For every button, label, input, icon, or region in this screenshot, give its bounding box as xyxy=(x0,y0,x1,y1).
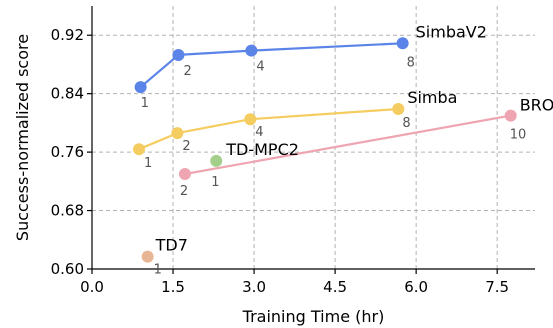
y-tick-label: 0.76 xyxy=(51,143,84,161)
data-point xyxy=(245,44,258,57)
point-label: 10 xyxy=(510,128,527,143)
data-point xyxy=(210,154,223,167)
x-tick-label: 6.0 xyxy=(404,278,428,296)
data-point xyxy=(504,109,517,122)
axes-layer: 0.0 1.5 3.0 4.5 6.0 7.5 0.60 0.68 0.76 0.84 0.92 xyxy=(51,6,535,296)
series-name-label: SimbaV2 xyxy=(416,22,487,41)
point-label: 1 xyxy=(141,96,149,111)
data-point xyxy=(172,48,185,61)
x-tick-label: 7.5 xyxy=(485,278,509,296)
data-point xyxy=(133,143,146,156)
point-label: 8 xyxy=(402,116,410,131)
point-label: 8 xyxy=(407,55,415,70)
series-td7: 1 TD7 xyxy=(141,236,188,278)
y-tick-label: 0.60 xyxy=(51,260,84,278)
point-label: 4 xyxy=(256,60,264,75)
y-tick-label: 0.68 xyxy=(51,202,84,220)
series-name-label: TD7 xyxy=(155,236,188,255)
series-line xyxy=(184,114,511,176)
series-name-label: TD-MPC2 xyxy=(225,140,299,159)
data-point xyxy=(134,81,147,94)
x-axis-title: Training Time (hr) xyxy=(242,307,385,326)
point-label: 1 xyxy=(211,175,219,190)
x-tick-label: 1.5 xyxy=(161,278,185,296)
point-label: 2 xyxy=(182,139,190,154)
x-tick-label: 0.0 xyxy=(80,278,104,296)
y-tick-label: 0.84 xyxy=(51,85,84,103)
data-point xyxy=(171,127,184,140)
x-tick-label: 3.0 xyxy=(242,278,266,296)
point-label: 1 xyxy=(154,263,162,278)
point-label: 2 xyxy=(180,184,188,199)
x-tick-label: 4.5 xyxy=(323,278,347,296)
data-point xyxy=(244,113,257,126)
data-point xyxy=(178,168,191,181)
data-point xyxy=(141,250,154,263)
y-tick-label: 0.92 xyxy=(51,26,84,44)
data-point xyxy=(392,103,405,116)
series-line xyxy=(138,107,399,151)
series-bro: 2 10 BRO xyxy=(178,96,553,199)
point-label: 4 xyxy=(255,125,263,140)
point-label: 1 xyxy=(144,156,152,171)
data-point xyxy=(396,37,409,50)
y-axis-title: Success-normalized score xyxy=(13,34,32,241)
grid-layer xyxy=(92,6,535,270)
series-td-mpc2: 1 TD-MPC2 xyxy=(210,140,299,190)
series-simba: 1 2 4 8 Simba xyxy=(133,88,457,171)
series-line xyxy=(139,42,403,88)
point-label: 2 xyxy=(183,64,191,79)
series-name-label: Simba xyxy=(407,88,457,107)
series-name-label: BRO xyxy=(520,96,553,115)
